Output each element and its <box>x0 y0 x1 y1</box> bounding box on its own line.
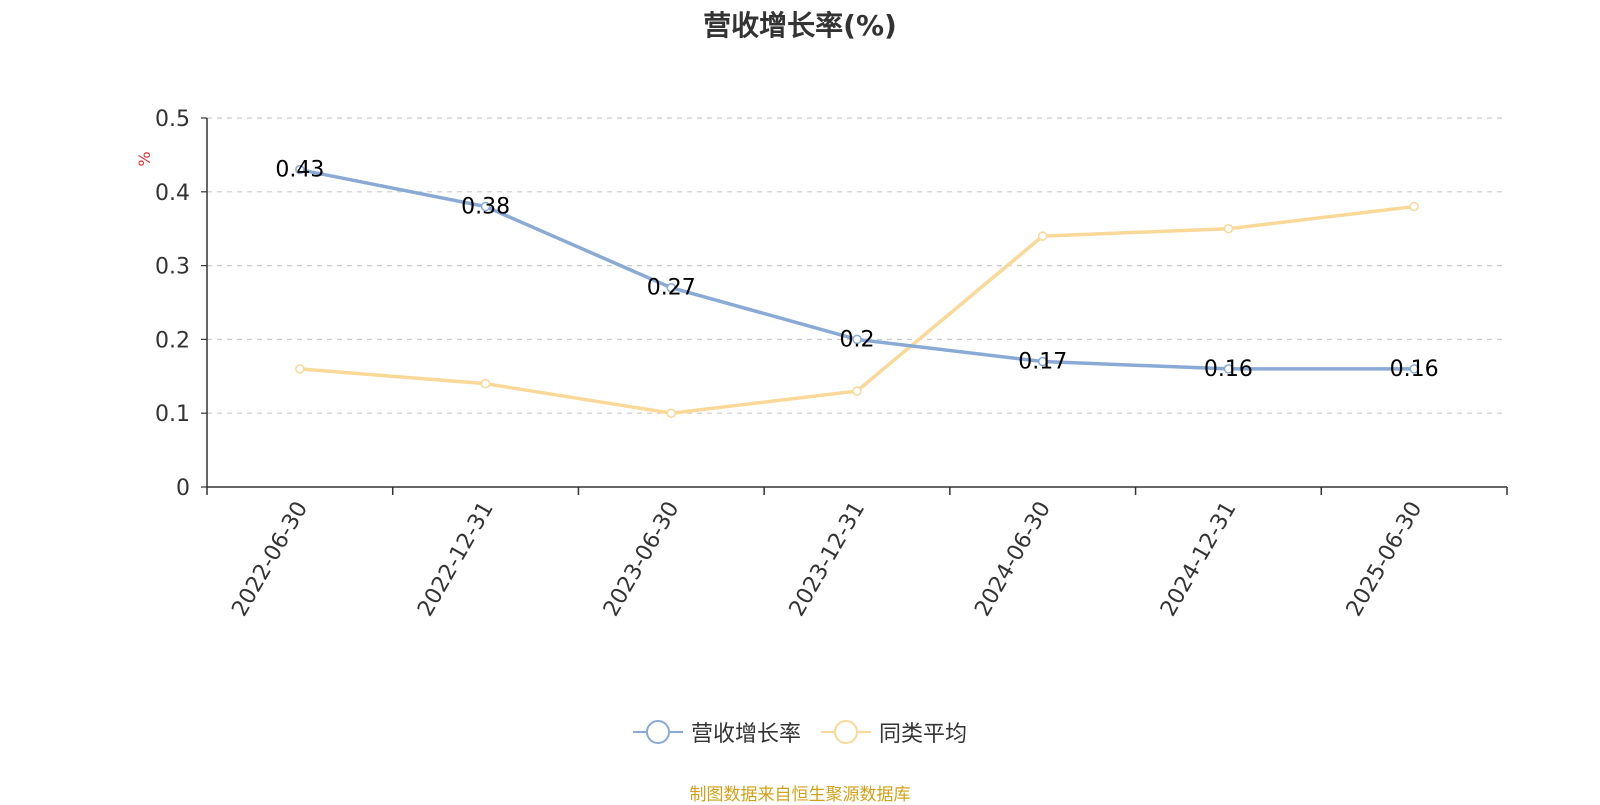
legend-swatch-icon <box>821 720 871 744</box>
data-label: 0.43 <box>275 158 324 183</box>
y-tick-label: 0.5 <box>155 107 190 132</box>
x-tick-label: 2024-06-30 <box>970 498 1056 621</box>
data-label: 0.27 <box>647 276 696 301</box>
data-point <box>480 201 491 212</box>
y-tick-label: 0.1 <box>155 402 190 427</box>
data-point <box>666 408 677 418</box>
data-point <box>1223 364 1234 374</box>
data-point <box>666 282 677 293</box>
series-line <box>299 204 1415 415</box>
y-tick-label: 0.3 <box>155 255 190 280</box>
data-label: 0.17 <box>1018 350 1067 375</box>
data-label: 0.38 <box>461 195 510 220</box>
x-tick-label: 2025-06-30 <box>1342 498 1428 621</box>
y-tick-label: 0.2 <box>155 328 190 353</box>
legend-label: 同类平均 <box>879 722 968 747</box>
y-axis-label: % <box>135 151 154 166</box>
x-tick-label: 2023-12-31 <box>785 498 871 621</box>
data-point <box>295 164 305 175</box>
series-lines <box>295 164 1419 418</box>
y-tick-label: 0.4 <box>155 181 190 206</box>
data-point <box>1037 231 1048 241</box>
legend-item[interactable]: 同类平均 <box>821 716 967 748</box>
data-point <box>1037 356 1048 367</box>
data-point <box>1409 201 1419 212</box>
legend-label: 营收增长率 <box>690 722 801 747</box>
legend-item[interactable]: 营收增长率 <box>632 716 801 748</box>
x-tick-label: 2024-12-31 <box>1156 498 1242 621</box>
x-tick-label: 2022-06-30 <box>227 498 313 621</box>
data-label: 0.16 <box>1390 357 1439 382</box>
axes: 0 0.1 0.2 0.3 0.4 0.5% 2022-06-30 2022-12-31 202… <box>135 107 1508 621</box>
x-tick-label: 2023-06-30 <box>599 498 685 621</box>
chart-title: 营收增长率(%) <box>703 9 897 42</box>
data-point <box>295 364 305 374</box>
legend: 营收增长率 同类平均 <box>0 716 1600 748</box>
data-label: 0.2 <box>840 327 875 352</box>
x-tick-label: 2022-12-31 <box>413 498 499 621</box>
data-label: 0.16 <box>1204 357 1253 382</box>
data-labels: 0.43 0.38 0.27 0.2 0.17 0.16 0.16 <box>275 158 1438 382</box>
data-point <box>852 386 862 396</box>
source-note: 制图数据来自恒生聚源数据库 <box>689 785 911 805</box>
data-point <box>1409 364 1419 374</box>
data-point <box>852 334 862 345</box>
legend-swatch-icon <box>632 720 683 744</box>
y-tick-label: 0 <box>176 476 190 501</box>
data-point <box>480 378 491 389</box>
data-point <box>1223 223 1234 234</box>
